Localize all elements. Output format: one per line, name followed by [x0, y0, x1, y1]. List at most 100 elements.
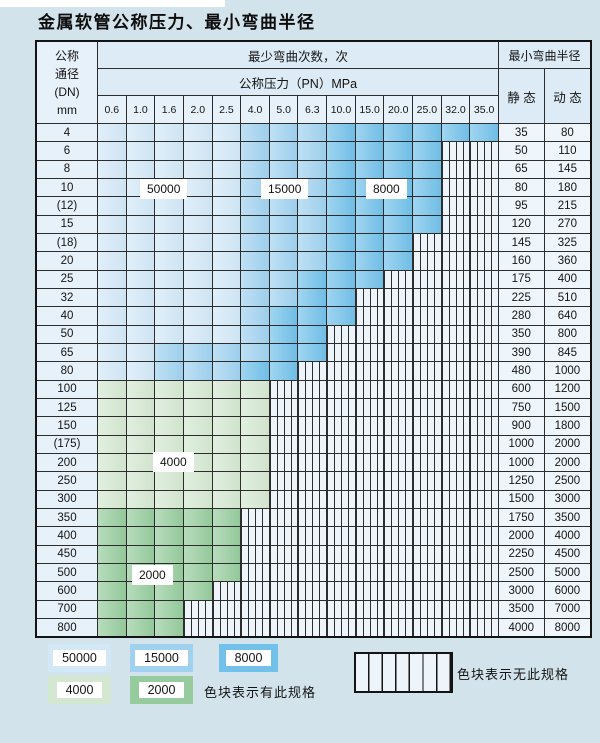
- spec-cell: [241, 233, 270, 252]
- dynamic-radius-cell: 640: [544, 307, 590, 325]
- spec-cell: [155, 288, 184, 307]
- spec-cell: [441, 453, 471, 472]
- table-row: 25 175 400: [37, 270, 590, 289]
- static-radius-cell: 145: [498, 233, 545, 252]
- spec-cell: [412, 380, 442, 398]
- pressure-tick: 6.3: [298, 96, 328, 123]
- spec-cell: [269, 417, 299, 435]
- spec-cell: [298, 288, 327, 307]
- spec-cell: [212, 453, 242, 472]
- spec-cell: [412, 343, 442, 362]
- spec-cell: [412, 362, 442, 380]
- dn-cell: 350: [37, 508, 98, 527]
- spec-cell: [327, 618, 356, 637]
- spec-cell: [155, 270, 184, 288]
- static-radius-cell: 3500: [498, 600, 545, 618]
- spec-cell: [355, 472, 385, 490]
- dn-cell: 200: [37, 453, 98, 472]
- static-radius-cell: 2250: [498, 545, 545, 563]
- header-dn-line: (DN): [54, 84, 80, 99]
- spec-cell: [98, 288, 127, 307]
- spec-cell: [269, 124, 299, 142]
- header-dn-line: mm: [57, 102, 77, 117]
- spec-cell: [98, 545, 127, 563]
- spec-cell: [298, 398, 327, 417]
- legend-chip-8000-label: 8000: [225, 650, 272, 666]
- dynamic-radius-cell: 270: [544, 215, 590, 233]
- spec-cell: [155, 490, 184, 508]
- static-radius-cell: 280: [498, 307, 545, 325]
- spec-cell: [470, 582, 499, 600]
- spec-cell: [212, 435, 242, 453]
- spec-cell: [98, 618, 127, 637]
- spec-cell: [327, 307, 356, 325]
- spec-cell: [183, 618, 213, 637]
- spec-cell: [384, 435, 413, 453]
- spec-cell: [212, 233, 242, 252]
- static-radius-cell: 350: [498, 325, 545, 343]
- table-row: 40 280 640: [37, 307, 590, 326]
- table-row: 15 120 270: [37, 215, 590, 234]
- spec-cell: [212, 582, 242, 600]
- spec-cell: [470, 453, 499, 472]
- spec-cell: [441, 215, 471, 233]
- spec-cell: [98, 270, 127, 288]
- static-radius-cell: 160: [498, 252, 545, 270]
- dn-cell: 250: [37, 472, 98, 490]
- spec-cell: [269, 600, 299, 618]
- spec-cell: [327, 508, 356, 527]
- spec-cell: [384, 508, 413, 527]
- spec-cell: [212, 343, 242, 362]
- spec-cell: [298, 472, 327, 490]
- spec-cell: [98, 197, 127, 215]
- spec-cell: [355, 490, 385, 508]
- spec-cell: [441, 362, 471, 380]
- spec-cell: [412, 178, 442, 197]
- pressure-tick: 10.0: [327, 96, 356, 123]
- spec-cell: [412, 618, 442, 637]
- spec-cell: [298, 453, 327, 472]
- spec-cell: [98, 600, 127, 618]
- pressure-tick: 35.0: [473, 103, 495, 116]
- dynamic-radius-cell: 145: [544, 160, 590, 178]
- static-radius-cell: 225: [498, 288, 545, 307]
- spec-cell: [441, 417, 471, 435]
- spec-cell: [98, 582, 127, 600]
- spec-cell: [441, 472, 471, 490]
- pressure-tick: 25.0: [413, 96, 442, 123]
- spec-cell: [441, 563, 471, 582]
- spec-cell: [126, 160, 156, 178]
- spec-cell: [384, 563, 413, 582]
- spec-cell: [355, 142, 385, 160]
- static-radius-cell: 1000: [498, 435, 545, 453]
- header-bend-cycles-label: 最少弯曲次数，次: [98, 42, 498, 69]
- header-radius-label: 最小弯曲半径: [499, 42, 590, 69]
- dn-cell: 10: [37, 178, 98, 197]
- spec-cell: [298, 435, 327, 453]
- spec-cell: [384, 490, 413, 508]
- spec-cell: [441, 178, 471, 197]
- spec-cell: [126, 215, 156, 233]
- spec-cell: [441, 197, 471, 215]
- spec-cell: [98, 417, 127, 435]
- spec-cell: [212, 270, 242, 288]
- spec-cell: [241, 398, 270, 417]
- dn-cell: 40: [37, 307, 98, 325]
- spec-cell: [126, 252, 156, 270]
- spec-cell: [212, 545, 242, 563]
- spec-cell: [298, 618, 327, 637]
- spec-cell: [126, 417, 156, 435]
- spec-cell: [98, 325, 127, 343]
- spec-cell: [384, 233, 413, 252]
- static-radius-cell: 480: [498, 362, 545, 380]
- spec-cell: [241, 325, 270, 343]
- spec-cell: [212, 563, 242, 582]
- spec-cell: [241, 563, 270, 582]
- spec-cell: [355, 215, 385, 233]
- spec-cell: [241, 545, 270, 563]
- table-row: 32 225 510: [37, 288, 590, 308]
- spec-cell: [183, 398, 213, 417]
- legend-hatch-swatch: [354, 652, 453, 693]
- spec-cell: [384, 545, 413, 563]
- legend-has-spec-text: 色块表示有此规格: [204, 685, 317, 700]
